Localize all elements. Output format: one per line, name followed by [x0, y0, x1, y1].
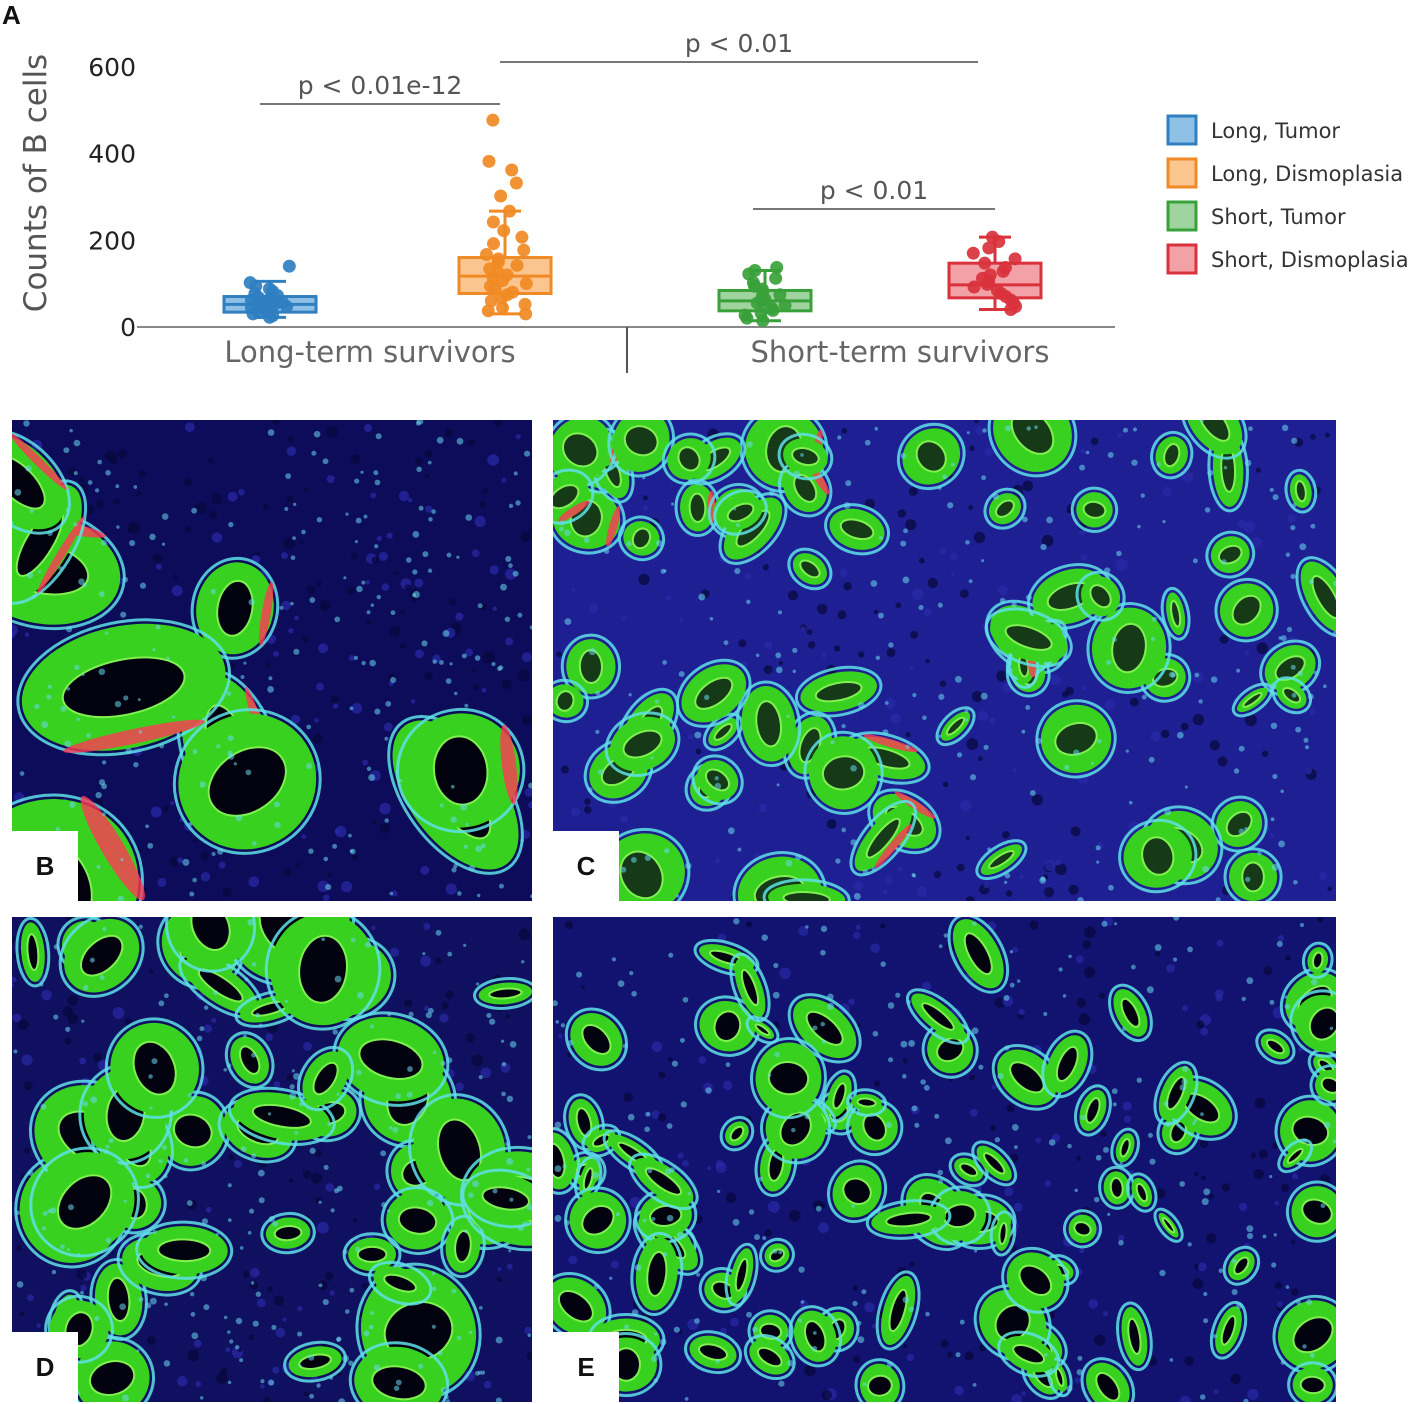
- micrograph-panel-b: B: [12, 420, 532, 901]
- legend-label: Short, Dismoplasia: [1211, 248, 1409, 272]
- micrograph-panel-d: D: [12, 917, 532, 1402]
- box-series-4: [947, 230, 1043, 317]
- significance-text: p < 0.01e-12: [298, 71, 463, 100]
- micrograph-e: [553, 917, 1336, 1402]
- data-point: [503, 204, 517, 218]
- data-point: [509, 176, 523, 190]
- data-point: [262, 282, 276, 296]
- x-axis-group-labels: Long-term survivors Short-term survivors: [224, 335, 1049, 369]
- micrograph-panel-c: C: [553, 420, 1336, 901]
- micrograph-c: [553, 420, 1336, 901]
- y-tick-label: 0: [120, 313, 136, 342]
- legend-swatch: [1166, 243, 1198, 275]
- data-point: [506, 285, 520, 299]
- data-point: [998, 261, 1012, 274]
- panel-label-a: A: [2, 0, 21, 30]
- group-label: Long-term survivors: [224, 335, 515, 369]
- data-point: [243, 276, 257, 290]
- data-point: [505, 163, 519, 177]
- data-point: [519, 307, 533, 321]
- data-point: [985, 230, 999, 244]
- legend-label: Short, Tumor: [1211, 205, 1346, 229]
- data-point: [748, 264, 762, 278]
- box-plot-chart: A Counts of B cells 0 200 400 600 Long-term…: [2, 0, 1409, 373]
- data-point: [519, 277, 533, 291]
- data-point: [487, 237, 501, 251]
- micrograph-panel-e: E: [553, 917, 1336, 1402]
- data-point: [738, 308, 752, 322]
- legend-item-2: Long, Dismoplasia: [1166, 157, 1403, 189]
- data-point: [518, 297, 532, 311]
- data-point: [481, 304, 495, 318]
- data-point: [497, 224, 511, 238]
- legend-label: Long, Dismoplasia: [1211, 162, 1403, 186]
- panel-label-c: C: [553, 831, 619, 901]
- data-point: [982, 241, 996, 255]
- data-point: [990, 283, 1004, 297]
- y-tick-label: 600: [88, 53, 136, 82]
- data-point: [983, 268, 997, 282]
- legend-item-1: Long, Tumor: [1166, 114, 1340, 146]
- data-point: [773, 288, 787, 302]
- significance-text: p < 0.01: [820, 176, 928, 205]
- data-point: [486, 215, 500, 229]
- legend: Long, Tumor Long, Dismoplasia Short, Tumor…: [1166, 114, 1409, 275]
- legend-swatch: [1166, 200, 1198, 232]
- group-label: Short-term survivors: [751, 335, 1050, 369]
- data-point: [769, 271, 783, 285]
- legend-swatch: [1166, 114, 1198, 146]
- legend-swatch: [1166, 157, 1198, 189]
- micrograph-d: [12, 917, 532, 1402]
- panel-label-d: D: [12, 1332, 78, 1402]
- data-point: [515, 230, 529, 244]
- panel-label-b: B: [12, 831, 78, 901]
- data-point: [510, 258, 524, 272]
- y-tick-label: 400: [88, 140, 136, 169]
- data-point: [496, 301, 510, 315]
- box-series-1: [222, 259, 318, 324]
- data-point: [282, 259, 296, 273]
- significance-annotation-3: p < 0.01: [753, 176, 995, 210]
- micrograph-b: [12, 420, 532, 901]
- data-point: [966, 246, 980, 260]
- data-point: [754, 306, 768, 320]
- significance-annotation-2: p < 0.01: [500, 29, 978, 63]
- data-point: [1008, 252, 1022, 266]
- data-point: [482, 154, 496, 168]
- legend-item-3: Short, Tumor: [1166, 200, 1346, 232]
- data-point: [484, 294, 498, 308]
- y-tick-label: 200: [88, 226, 136, 255]
- data-point: [486, 113, 500, 127]
- significance-annotation-1: p < 0.01e-12: [260, 71, 500, 105]
- data-point: [491, 252, 505, 266]
- legend-label: Long, Tumor: [1211, 119, 1340, 143]
- y-axis-label: Counts of B cells: [18, 54, 54, 312]
- panel-label-e: E: [553, 1332, 619, 1402]
- data-point: [517, 243, 531, 257]
- y-axis-ticks: 0 200 400 600: [88, 53, 136, 342]
- x-axis: [137, 326, 1115, 373]
- data-point: [770, 261, 784, 274]
- data-point: [978, 256, 992, 270]
- box-series-2: [457, 113, 553, 321]
- data-point: [480, 248, 494, 261]
- significance-annotations: p < 0.01e-12 p < 0.01 p < 0.01: [260, 29, 995, 210]
- box-series: [222, 113, 1043, 328]
- box-series-3: [717, 261, 813, 328]
- legend-item-4: Short, Dismoplasia: [1166, 243, 1409, 275]
- data-point: [494, 189, 508, 203]
- significance-text: p < 0.01: [685, 29, 793, 58]
- data-point: [483, 262, 497, 276]
